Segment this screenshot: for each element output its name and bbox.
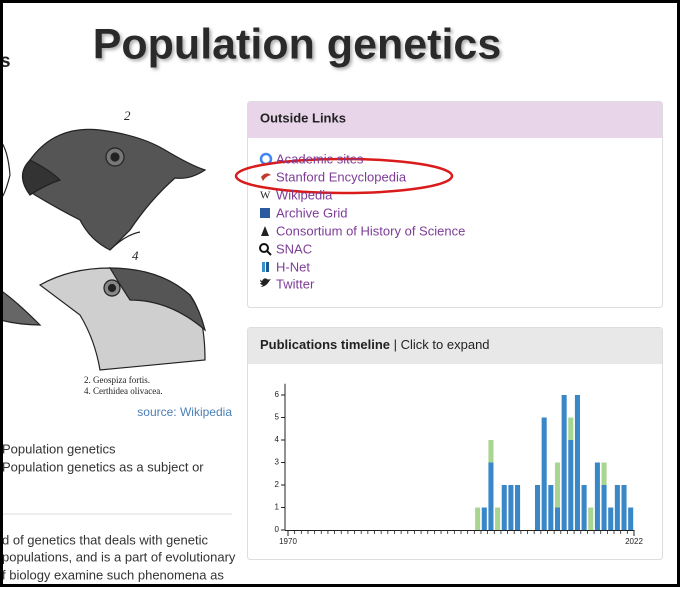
y-tick-label: 3 [275,458,280,467]
page-title: Population genetics [93,20,502,68]
outside-link[interactable]: Consortium of History of Science [276,223,465,238]
bar [561,395,567,530]
bar [475,507,481,530]
bar [481,507,487,530]
bar [488,440,494,463]
highlight-ellipse [234,157,454,195]
bar [628,507,634,530]
body-line: d of genetics that deals with genetic [2,532,208,547]
header-fragment: s [0,51,11,72]
bar [548,485,554,530]
outside-link[interactable]: H-Net [276,259,310,274]
bar [568,440,574,530]
bar [568,417,574,440]
y-tick-label: 4 [275,435,280,444]
bar [608,507,614,530]
outside-link[interactable]: SNAC [276,241,312,256]
bar [515,485,521,530]
bar [601,485,607,530]
links-panel [247,101,663,308]
body-line: f biology examine such phenomena as [2,567,224,582]
outside-link[interactable]: Stanford Encyclopedia [276,169,407,184]
figure-number: 4 [132,248,139,263]
links-panel-header [248,102,662,138]
body-line: populations, and is a part of evolutiona… [2,549,236,564]
timeline-hint: | Click to expand [394,337,490,352]
outside-link[interactable]: Academic sites [276,151,364,166]
outside-link[interactable]: Twitter [276,276,315,291]
y-tick-label: 5 [275,413,280,422]
y-tick-label: 6 [275,390,280,399]
bar [554,462,561,508]
y-tick-label: 2 [275,480,280,489]
svg-text:W: W [260,190,271,202]
panel-title: Outside Links [260,110,346,125]
bar [495,507,501,530]
bar [508,485,514,530]
image-source[interactable]: source: Wikipedia [137,405,232,419]
bar [501,485,507,530]
bar [554,507,561,530]
body-line: Population genetics [2,441,116,456]
bar [541,417,547,530]
timeline-header[interactable]: Publications timeline | Click to expand [260,337,490,352]
timeline-panel-header[interactable] [248,328,662,364]
bar [588,507,594,530]
bar [621,485,627,530]
timeline-title: Publications timeline [260,337,390,352]
x-tick-label: 1970 [279,537,297,546]
bar [488,462,494,530]
y-tick-label: 1 [275,503,280,512]
link-icons: W [259,152,273,287]
bar [614,485,620,530]
image-caption: 4. Certhidea olivacea. [84,386,162,396]
bar [574,395,580,530]
body-line: Population genetics as a subject or [2,459,204,474]
figure-number: 2 [124,108,131,123]
bar [601,462,607,485]
outside-link[interactable]: Wikipedia [276,187,333,202]
timeline-chart[interactable]: 0 1 2 3 4 5 6 1970 2022 [275,383,644,546]
finch-image [0,128,207,371]
bar [594,462,600,530]
x-tick-label: 2022 [625,537,643,546]
outside-link[interactable]: Archive Grid [276,205,348,220]
bar [534,485,541,530]
image-caption: 2. Geospiza fortis. [84,375,150,385]
bar [581,485,587,530]
y-tick-label: 0 [275,525,280,534]
